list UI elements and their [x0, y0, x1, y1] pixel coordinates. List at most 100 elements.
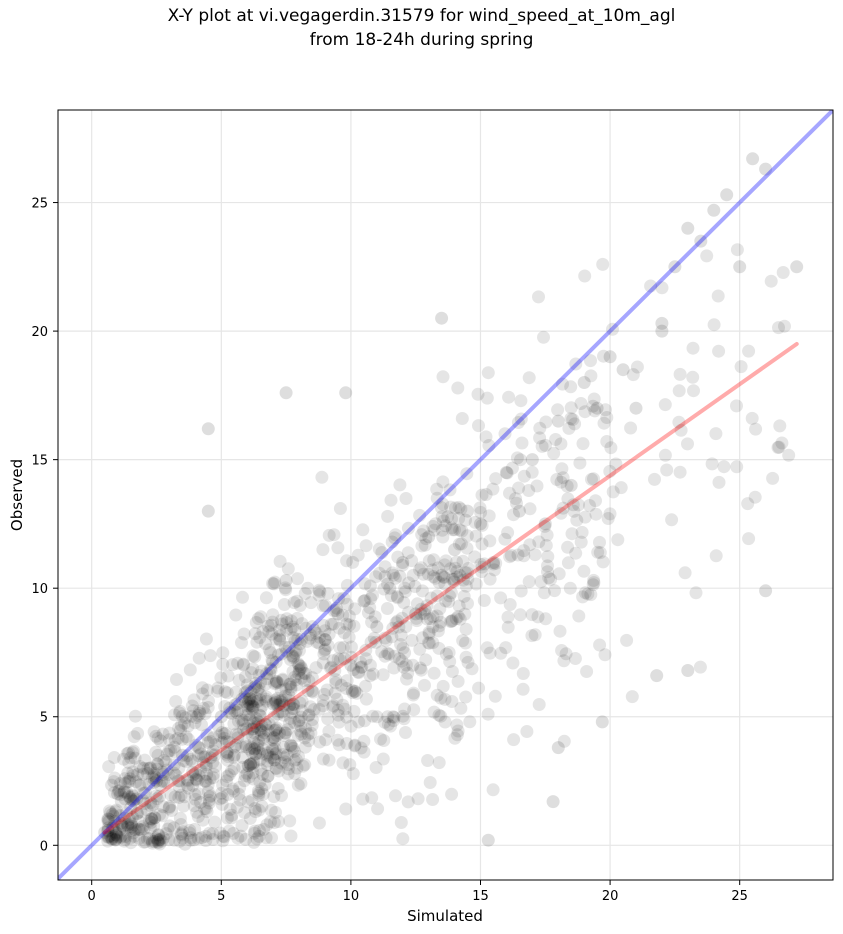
data-point	[399, 492, 413, 505]
data-point	[138, 786, 152, 800]
data-point	[351, 548, 365, 562]
regression-line	[102, 341, 799, 835]
data-point	[200, 805, 214, 819]
data-point	[244, 666, 258, 680]
data-point	[283, 699, 296, 713]
data-point	[487, 556, 500, 569]
data-point	[764, 274, 778, 288]
data-point	[173, 811, 187, 825]
data-point	[483, 534, 497, 548]
data-point	[250, 717, 263, 730]
data-point	[264, 662, 277, 676]
data-point	[206, 833, 220, 846]
data-point	[322, 627, 336, 641]
data-point	[274, 683, 288, 697]
data-point	[778, 319, 791, 333]
data-point	[759, 584, 773, 598]
data-point	[204, 751, 218, 765]
data-point	[272, 648, 285, 662]
data-point	[603, 350, 617, 364]
data-point	[414, 561, 428, 575]
data-point	[273, 554, 287, 568]
data-point	[267, 577, 281, 591]
data-point	[298, 758, 312, 772]
data-point	[365, 615, 379, 629]
data-point	[507, 733, 521, 747]
data-point	[350, 686, 364, 700]
data-point	[218, 685, 232, 699]
data-point	[342, 609, 356, 623]
data-point	[278, 726, 292, 740]
data-point	[172, 761, 186, 775]
data-point	[143, 821, 157, 835]
data-point	[253, 746, 266, 760]
data-point	[268, 734, 282, 748]
data-point	[373, 566, 386, 580]
data-point	[282, 762, 295, 776]
data-point	[255, 664, 268, 678]
data-point	[391, 614, 405, 628]
data-point	[252, 829, 266, 843]
data-point	[223, 701, 237, 715]
data-point	[199, 802, 213, 815]
data-point	[289, 753, 303, 766]
data-point	[110, 826, 123, 840]
data-point	[517, 544, 531, 558]
data-point	[153, 808, 167, 822]
data-point	[369, 761, 383, 774]
data-point	[567, 504, 581, 518]
data-point	[452, 599, 466, 613]
data-point	[195, 681, 209, 695]
data-point	[284, 711, 297, 725]
data-point	[426, 793, 440, 806]
data-point	[481, 833, 495, 847]
data-point	[297, 666, 311, 680]
data-point	[389, 789, 402, 803]
data-point	[133, 778, 146, 792]
data-point	[126, 826, 140, 840]
data-point	[134, 823, 148, 837]
data-point	[456, 554, 470, 568]
data-point	[114, 794, 128, 808]
data-point	[459, 622, 473, 636]
data-point	[216, 778, 230, 792]
data-point	[243, 700, 257, 713]
data-point	[137, 786, 151, 800]
data-point	[126, 765, 140, 779]
data-point	[317, 687, 331, 701]
data-point	[312, 636, 326, 650]
data-point	[270, 674, 283, 688]
data-point	[192, 704, 206, 718]
data-point	[304, 700, 317, 714]
data-point	[284, 622, 298, 636]
data-point	[294, 710, 308, 724]
data-point	[223, 705, 237, 719]
data-point	[331, 607, 345, 621]
data-point	[249, 805, 263, 819]
data-point	[564, 412, 578, 426]
data-point	[416, 567, 430, 581]
data-point	[237, 723, 251, 737]
data-point	[500, 466, 514, 480]
data-point	[105, 807, 119, 821]
data-point	[444, 615, 458, 628]
data-point	[560, 479, 574, 493]
data-point	[141, 762, 155, 775]
data-point	[244, 757, 257, 771]
data-point	[445, 572, 459, 586]
data-point	[132, 831, 146, 845]
data-point	[562, 421, 576, 435]
data-point	[253, 631, 267, 645]
data-point	[249, 679, 263, 693]
data-point	[398, 702, 412, 716]
data-point	[590, 401, 604, 415]
data-point	[577, 376, 591, 389]
data-point	[486, 482, 500, 496]
data-point	[265, 831, 278, 845]
data-point	[259, 694, 273, 708]
data-point	[114, 829, 128, 843]
data-point	[741, 497, 755, 511]
data-point	[162, 801, 176, 815]
data-point	[436, 679, 450, 693]
data-point	[438, 577, 452, 591]
